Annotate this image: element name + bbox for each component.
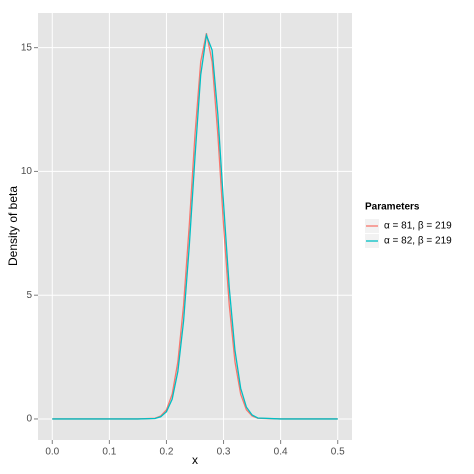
series-line: [52, 32, 338, 420]
legend-label: α = 81, β = 219: [384, 221, 452, 232]
x-tick-label: 0.0: [45, 447, 59, 458]
x-tick-label: 0.5: [331, 447, 345, 458]
x-tick-label: 0.2: [160, 447, 174, 458]
y-tick-label: 0: [26, 414, 32, 425]
plot-panel: [38, 13, 352, 440]
x-tick-label: 0.4: [274, 447, 288, 458]
legend-label: α = 82, β = 219: [384, 236, 452, 247]
legend-title: Parameters: [365, 202, 420, 213]
y-tick-label: 10: [21, 166, 33, 177]
y-axis-title: Density of beta: [6, 186, 20, 266]
y-tick-label: 5: [26, 290, 32, 301]
x-tick-label: 0.3: [217, 447, 231, 458]
y-tick-label: 15: [21, 42, 33, 53]
x-axis-title: x: [192, 453, 198, 467]
x-tick-label: 0.1: [102, 447, 116, 458]
